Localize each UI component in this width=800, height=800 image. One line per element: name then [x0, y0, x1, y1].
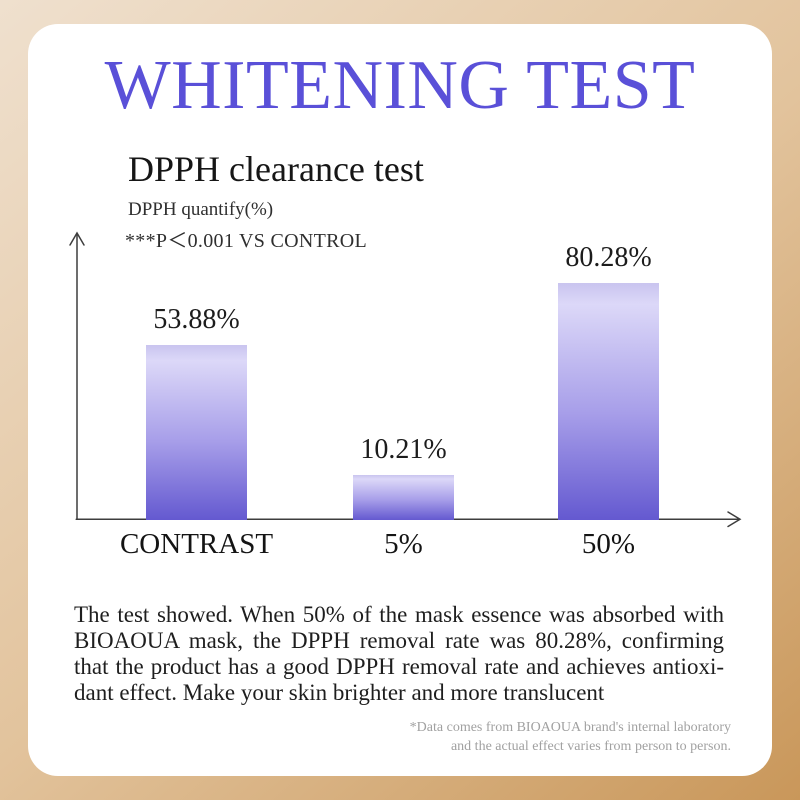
bar-group-5pct: 10.21% 5% — [353, 434, 454, 560]
bar-group-50pct: 80.28% 50% — [558, 242, 659, 560]
disclaimer-line: and the actual effect varies from person… — [450, 739, 731, 754]
description-line: that the product has a good DPPH removal… — [74, 654, 724, 679]
bar-value-label: 53.88% — [153, 304, 240, 335]
bar-value-label: 10.21% — [360, 434, 447, 465]
chart-significance-note: ***P＜0.001 VS CONTROL — [125, 230, 368, 252]
chart-ylabel: DPPH quantify(%) — [128, 199, 274, 220]
bar-contrast — [146, 345, 247, 520]
bar-5pct — [353, 475, 454, 520]
bar-50pct — [558, 283, 659, 520]
bar-category-label: 5% — [384, 528, 423, 560]
disclaimer-line: *Data comes from BIOAOUA brand's interna… — [409, 720, 731, 735]
page-title: WHITENING TEST — [104, 47, 696, 124]
description-line: BIOAOUA mask, the DPPH removal rate was … — [74, 628, 724, 653]
y-axis-arrow — [69, 231, 85, 246]
content-card: WHITENING TEST DPPH clearance test DPPH … — [28, 24, 772, 776]
description-line: dant effect. Make your skin brighter and… — [74, 680, 605, 705]
bar-group-contrast: 53.88% CONTRAST — [120, 304, 273, 560]
x-axis-arrow — [727, 511, 742, 528]
chart-title: DPPH clearance test — [128, 149, 424, 189]
bar-value-label: 80.28% — [565, 242, 652, 273]
disclaimer-text: *Data comes from BIOAOUA brand's interna… — [410, 718, 731, 756]
bar-chart: 53.88% CONTRAST 10.21% 5% 80.28% 50% — [69, 230, 742, 560]
bar-category-label: CONTRAST — [119, 528, 274, 560]
bar-category-label: 50% — [581, 528, 636, 560]
description-paragraph: The test showed. When 50% of the mask es… — [74, 602, 724, 706]
description-line: The test showed. When 50% of the mask es… — [74, 602, 724, 627]
